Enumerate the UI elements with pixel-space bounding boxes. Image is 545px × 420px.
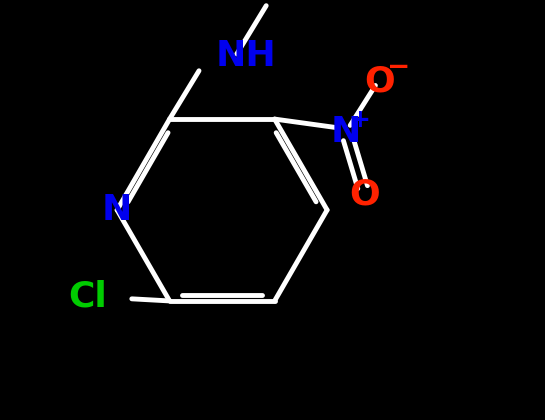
Text: −: − (387, 52, 410, 81)
Text: N: N (102, 193, 132, 227)
Text: +: + (349, 108, 370, 132)
Text: O: O (349, 178, 380, 212)
Text: NH: NH (216, 39, 276, 73)
Text: O: O (364, 64, 395, 98)
Text: Cl: Cl (68, 280, 107, 314)
Text: N: N (331, 115, 361, 149)
